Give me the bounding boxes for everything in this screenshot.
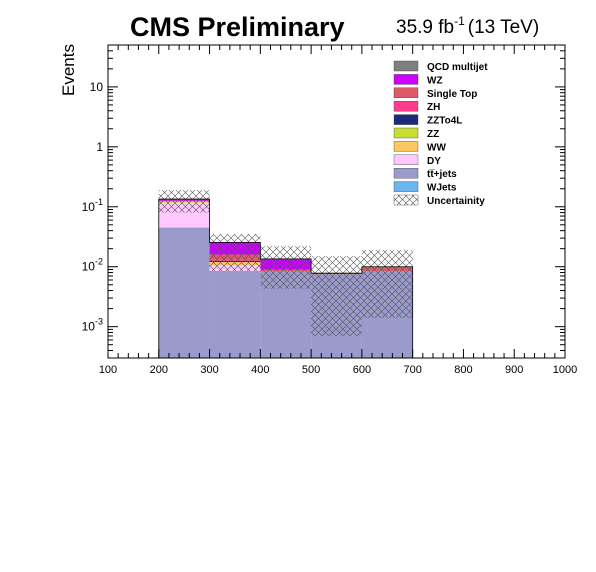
y-axis-label: Events (59, 44, 78, 96)
legend-label-zz: ZZ (427, 129, 439, 140)
y-tick-label: 1 (96, 140, 103, 154)
legend-label-qcd-multijet: QCD multijet (427, 62, 488, 73)
bar-tt-jets-bin-200 (158, 227, 210, 358)
uncertainty-bin-400 (260, 246, 312, 289)
legend-swatch-zh (393, 100, 419, 112)
legend-label-wz: WZ (427, 75, 443, 86)
axes: 100 200 300 400 500 600 700 800 900 1000 10-3 10-2 1… (82, 44, 577, 376)
x-tick-label: 100 (99, 364, 117, 376)
legend-swatch-single-top (393, 87, 419, 99)
legend: QCD multijet WZ Single Top ZH ZZTo4L ZZ WW DY tt… (393, 60, 488, 207)
legend-swatch-zzto4l (393, 114, 419, 125)
legend-label-ww: WW (427, 142, 446, 153)
x-tick-label: 700 (403, 364, 421, 376)
energy-label: (13 TeV) (468, 17, 539, 38)
x-tick-label: 800 (454, 364, 472, 376)
legend-swatch-ww (393, 141, 419, 152)
y-tick-label: 10 (90, 80, 104, 94)
y-tick-label: 10-3 (82, 317, 103, 334)
uncertainty-bin-600 (361, 250, 413, 318)
x-tick-label: 300 (200, 364, 218, 376)
legend-swatch-zz (393, 127, 419, 139)
legend-label-zh: ZH (427, 102, 440, 113)
x-tick-label: 1000 (553, 364, 577, 376)
legend-swatch-dy (393, 154, 419, 166)
legend-label-zzto4l: ZZTo4L (427, 116, 462, 127)
experiment-label: CMS Preliminary (130, 12, 345, 42)
legend-label-tt-jets: tt̅+jets (427, 169, 457, 181)
y-tick-label: 10-2 (82, 257, 103, 274)
legend-label-single-top: Single Top (427, 89, 477, 100)
legend-swatch-uncertainity (393, 194, 419, 206)
uncertainty-bin-300 (209, 234, 261, 271)
legend-label-uncertainity: Uncertainity (427, 196, 485, 207)
legend-label-wjets: WJets (427, 183, 457, 194)
lumi-exponent: -1 (454, 14, 465, 28)
legend-label-dy: DY (427, 156, 441, 167)
legend-swatch-qcd-multijet (393, 60, 419, 72)
uncertainty-bin-200 (158, 190, 210, 213)
x-tick-label: 600 (353, 364, 371, 376)
y-tick-label: 10-1 (82, 197, 103, 214)
lumi-value: 35.9 fb (396, 17, 454, 38)
legend-swatch-wjets (393, 181, 419, 192)
stack-total-outline (158, 198, 414, 358)
x-tick-label: 900 (505, 364, 523, 376)
luminosity-label: 35.9 fb-1 (13 TeV) (396, 14, 539, 38)
x-tick-label: 400 (251, 364, 269, 376)
x-tick-label: 200 (150, 364, 168, 376)
x-tick-label: 500 (302, 364, 320, 376)
bar-tt-jets-bin-300 (209, 270, 261, 358)
uncertainty-bin-500 (311, 256, 362, 336)
plot-frame (107, 44, 566, 359)
legend-swatch-tt-jets (393, 167, 419, 179)
legend-swatch-wz (393, 74, 419, 85)
uncertainty-band (158, 190, 413, 336)
stack-outline (158, 198, 414, 358)
